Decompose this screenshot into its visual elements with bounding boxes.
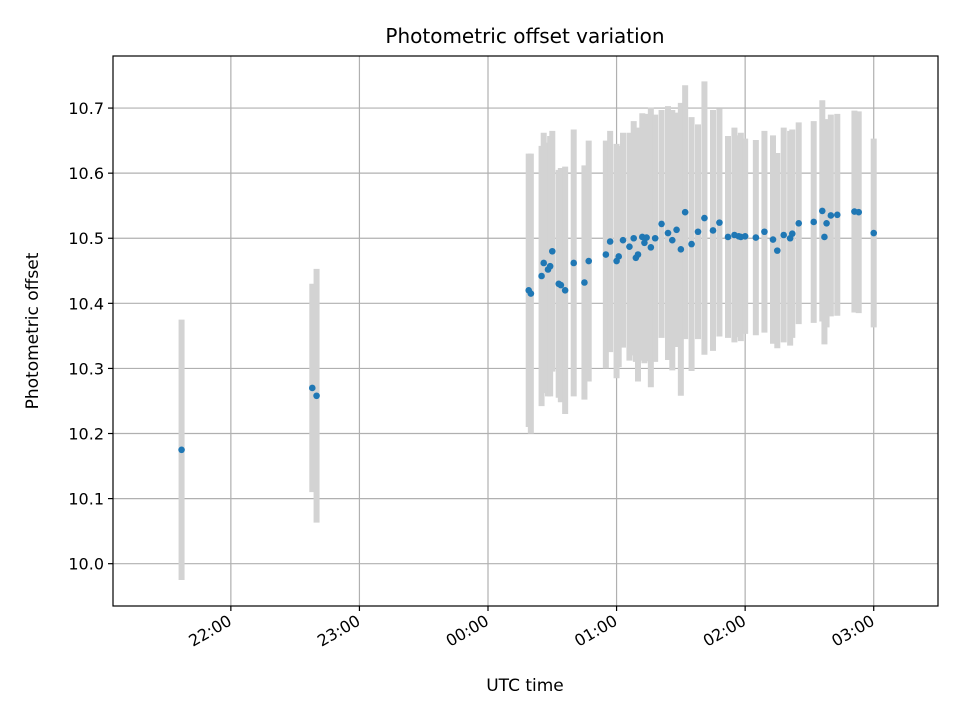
data-point [585, 257, 593, 265]
x-tick-label: 22:00 [185, 611, 234, 651]
y-axis-label: Photometric offset [23, 252, 43, 409]
data-point [664, 229, 672, 237]
data-point [546, 262, 554, 270]
data-point [308, 384, 316, 392]
y-tick-label: 10.2 [68, 425, 104, 444]
data-point [641, 239, 648, 247]
x-tick-label: 02:00 [700, 611, 749, 651]
data-point [630, 234, 638, 242]
data-point [741, 232, 749, 240]
data-point [581, 279, 588, 286]
data-point [821, 233, 828, 241]
data-point [626, 243, 633, 251]
data-point [615, 253, 623, 260]
data-point [538, 272, 545, 280]
data-point [724, 233, 732, 241]
data-point [823, 219, 830, 227]
data-point [709, 227, 717, 234]
y-tick-label: 10.5 [68, 229, 104, 248]
data-point [548, 247, 556, 255]
x-tick-label: 00:00 [443, 611, 492, 651]
data-point [780, 231, 788, 239]
data-point [677, 246, 685, 253]
data-point [752, 234, 760, 241]
data-point [827, 212, 835, 219]
data-points [178, 207, 878, 454]
data-point [855, 208, 863, 216]
x-axis-ticks: 22:00 23:00 00:00 01:00 02:00 03:00 [185, 606, 878, 651]
data-point [313, 392, 320, 400]
data-point [870, 229, 878, 237]
data-point [647, 244, 655, 251]
data-point [833, 211, 841, 219]
data-point [818, 207, 826, 215]
data-point [651, 234, 659, 242]
data-point [658, 220, 665, 228]
y-tick-label: 10.4 [68, 294, 104, 313]
data-point [788, 230, 796, 237]
data-point [634, 251, 642, 258]
y-tick-label: 10.7 [68, 99, 104, 118]
y-axis-ticks: 10.0 10.1 10.2 10.3 10.4 10.5 10.6 10.7 [68, 99, 113, 574]
data-point [761, 228, 768, 236]
data-point [527, 290, 535, 297]
data-point [561, 287, 569, 294]
plot-area-frame [112, 55, 939, 607]
data-point [606, 238, 614, 245]
error-bars [178, 81, 877, 580]
data-point [773, 247, 781, 254]
data-point [602, 251, 610, 258]
data-point [701, 214, 708, 222]
y-tick-label: 10.6 [68, 164, 104, 183]
data-point [668, 236, 676, 244]
data-point [540, 259, 548, 267]
data-point [557, 281, 565, 289]
data-point [178, 446, 185, 454]
data-point [694, 228, 702, 236]
x-tick-label: 01:00 [571, 611, 620, 651]
y-tick-label: 10.3 [68, 359, 104, 378]
y-tick-label: 10.1 [68, 490, 104, 509]
x-axis-label: UTC time [486, 676, 564, 696]
x-tick-label: 03:00 [828, 611, 877, 651]
data-point [570, 259, 578, 267]
data-point [688, 240, 695, 248]
chart-title: Photometric offset variation [385, 24, 664, 48]
data-point [716, 219, 723, 226]
data-point [643, 234, 650, 241]
data-point [795, 219, 803, 227]
data-point [769, 236, 777, 243]
data-point [619, 236, 627, 244]
y-tick-label: 10.0 [68, 555, 104, 574]
x-tick-label: 23:00 [314, 611, 363, 651]
data-point [681, 208, 689, 216]
data-point [810, 218, 818, 226]
data-point [673, 226, 680, 234]
